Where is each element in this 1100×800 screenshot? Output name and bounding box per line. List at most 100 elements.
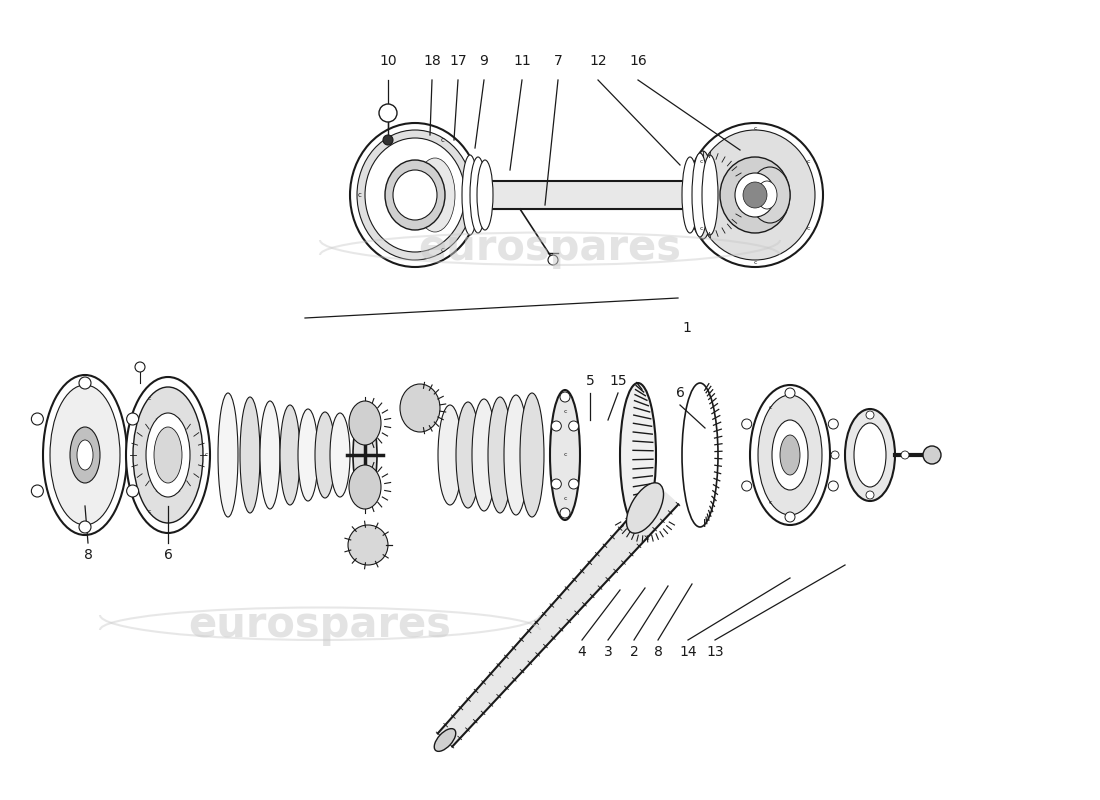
Ellipse shape bbox=[477, 160, 493, 230]
Circle shape bbox=[560, 392, 570, 402]
Circle shape bbox=[551, 479, 561, 489]
Circle shape bbox=[741, 481, 751, 491]
Circle shape bbox=[32, 413, 43, 425]
Ellipse shape bbox=[349, 465, 381, 509]
Ellipse shape bbox=[315, 412, 336, 498]
Circle shape bbox=[135, 362, 145, 372]
Text: 14: 14 bbox=[679, 645, 696, 659]
Text: c: c bbox=[768, 500, 772, 505]
Ellipse shape bbox=[240, 397, 260, 513]
Text: c: c bbox=[563, 496, 566, 501]
Ellipse shape bbox=[358, 130, 473, 260]
Circle shape bbox=[551, 421, 561, 431]
Ellipse shape bbox=[627, 482, 663, 534]
Ellipse shape bbox=[693, 151, 713, 239]
Ellipse shape bbox=[772, 420, 808, 490]
Text: c: c bbox=[205, 453, 208, 458]
Text: c: c bbox=[700, 226, 703, 231]
Circle shape bbox=[785, 388, 795, 398]
Ellipse shape bbox=[349, 401, 381, 445]
Ellipse shape bbox=[77, 440, 94, 470]
Ellipse shape bbox=[520, 393, 544, 517]
Ellipse shape bbox=[70, 427, 100, 483]
Ellipse shape bbox=[400, 384, 440, 432]
Text: 17: 17 bbox=[449, 54, 466, 68]
Text: c: c bbox=[768, 405, 772, 410]
Ellipse shape bbox=[353, 410, 377, 500]
Text: c: c bbox=[700, 159, 703, 164]
Text: 4: 4 bbox=[578, 645, 586, 659]
Ellipse shape bbox=[504, 395, 528, 515]
Circle shape bbox=[126, 413, 139, 425]
Ellipse shape bbox=[845, 409, 895, 501]
Circle shape bbox=[548, 255, 558, 265]
Ellipse shape bbox=[780, 435, 800, 475]
Text: c: c bbox=[754, 126, 757, 130]
Text: c: c bbox=[441, 138, 444, 143]
Ellipse shape bbox=[702, 155, 718, 235]
Ellipse shape bbox=[385, 160, 446, 230]
Ellipse shape bbox=[750, 167, 790, 223]
Text: 18: 18 bbox=[424, 54, 441, 68]
Ellipse shape bbox=[470, 157, 486, 233]
Text: c: c bbox=[754, 259, 757, 265]
Text: 6: 6 bbox=[164, 548, 173, 562]
Ellipse shape bbox=[348, 525, 388, 565]
Ellipse shape bbox=[410, 153, 460, 237]
Text: c: c bbox=[147, 509, 151, 514]
Ellipse shape bbox=[50, 385, 120, 525]
Circle shape bbox=[383, 135, 393, 145]
Circle shape bbox=[32, 485, 43, 497]
Ellipse shape bbox=[43, 375, 126, 535]
Text: 10: 10 bbox=[379, 54, 397, 68]
Ellipse shape bbox=[133, 387, 204, 523]
Ellipse shape bbox=[462, 155, 478, 235]
Ellipse shape bbox=[720, 157, 790, 233]
Ellipse shape bbox=[695, 130, 815, 260]
Text: 2: 2 bbox=[629, 645, 638, 659]
Ellipse shape bbox=[298, 409, 318, 501]
Text: c: c bbox=[147, 396, 151, 402]
Ellipse shape bbox=[550, 390, 580, 520]
Ellipse shape bbox=[620, 383, 656, 527]
Ellipse shape bbox=[393, 170, 437, 220]
Ellipse shape bbox=[488, 397, 512, 513]
Text: 12: 12 bbox=[590, 54, 607, 68]
Ellipse shape bbox=[758, 395, 822, 515]
Circle shape bbox=[828, 419, 838, 429]
Circle shape bbox=[569, 421, 579, 431]
Text: c: c bbox=[441, 246, 444, 253]
Ellipse shape bbox=[350, 123, 480, 267]
Circle shape bbox=[79, 377, 91, 389]
Text: c: c bbox=[563, 453, 566, 458]
Circle shape bbox=[866, 411, 874, 419]
Ellipse shape bbox=[330, 413, 350, 497]
Text: 1: 1 bbox=[682, 321, 691, 335]
Text: 5: 5 bbox=[585, 374, 594, 388]
Circle shape bbox=[830, 451, 839, 459]
Ellipse shape bbox=[434, 729, 455, 751]
Ellipse shape bbox=[682, 157, 698, 233]
Text: c: c bbox=[563, 409, 566, 414]
Text: c: c bbox=[359, 192, 362, 198]
Ellipse shape bbox=[415, 158, 455, 232]
Ellipse shape bbox=[154, 427, 182, 483]
Text: c: c bbox=[807, 159, 811, 164]
Text: 11: 11 bbox=[513, 54, 531, 68]
Circle shape bbox=[126, 485, 139, 497]
Text: 15: 15 bbox=[609, 374, 627, 388]
Ellipse shape bbox=[854, 423, 886, 487]
Ellipse shape bbox=[146, 413, 190, 497]
Polygon shape bbox=[438, 486, 679, 746]
Circle shape bbox=[569, 479, 579, 489]
Text: eurospares: eurospares bbox=[418, 227, 682, 269]
Text: c: c bbox=[828, 453, 832, 458]
Circle shape bbox=[560, 508, 570, 518]
Ellipse shape bbox=[757, 181, 777, 209]
Ellipse shape bbox=[438, 405, 462, 505]
Ellipse shape bbox=[456, 402, 480, 508]
Ellipse shape bbox=[260, 401, 280, 509]
Text: 7: 7 bbox=[553, 54, 562, 68]
Circle shape bbox=[379, 104, 397, 122]
Ellipse shape bbox=[682, 383, 718, 527]
